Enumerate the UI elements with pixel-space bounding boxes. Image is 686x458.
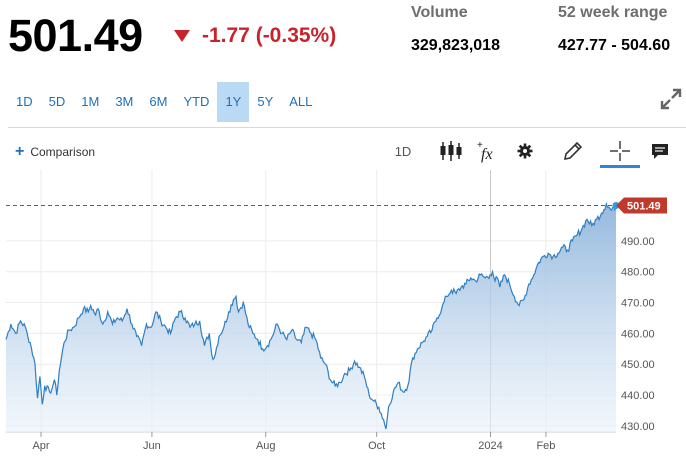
interval-button[interactable]: 1D [394, 143, 412, 159]
volume-label: Volume [411, 4, 468, 21]
y-tick-label: 490.00 [621, 236, 655, 248]
price-tag [616, 197, 667, 214]
comment-icon[interactable] [647, 138, 673, 164]
x-tick-label: Feb [536, 440, 555, 452]
range-5y[interactable]: 5Y [257, 94, 274, 109]
y-tick-label: 450.00 [621, 359, 655, 371]
plus-icon: + [15, 143, 25, 160]
price-tag-label: 501.49 [627, 200, 661, 212]
candlestick-icon[interactable] [438, 138, 464, 164]
pencil-icon[interactable] [560, 138, 586, 164]
svg-text:fx: fx [481, 146, 493, 163]
expand-icon[interactable] [658, 86, 684, 112]
x-tick-label: Apr [32, 440, 49, 452]
week-range-value: 427.77 - 504.60 [558, 37, 671, 54]
x-tick-label: 2024 [478, 440, 502, 452]
comparison-button[interactable]: + Comparison [15, 144, 95, 160]
x-tick-label: Jun [143, 440, 161, 452]
price-chart[interactable]: 430.00 440.00 450.00 460.00 470.00 480.00 490.… [0, 170, 686, 458]
range-1d[interactable]: 1D [16, 94, 33, 109]
range-5d[interactable]: 5D [48, 94, 66, 109]
toolbar-divider [8, 127, 686, 128]
y-tick-label: 470.00 [621, 298, 655, 310]
function-icon[interactable]: + fx [474, 138, 500, 164]
crosshair-icon[interactable] [607, 138, 633, 164]
range-3m[interactable]: 3M [115, 94, 134, 109]
price-change-value: -1.77 (-0.35%) [202, 24, 337, 47]
x-tick-label: Aug [256, 440, 276, 452]
range-selector: 1D 5D 1M 3M 6M YTD 1Y 5Y ALL [8, 82, 320, 122]
comparison-label: Comparison [30, 145, 96, 159]
last-price: 501.49 [8, 10, 143, 61]
x-tick-label: Oct [368, 440, 385, 452]
range-1y[interactable]: 1Y [217, 82, 250, 122]
y-tick-label: 480.00 [621, 267, 655, 279]
range-6m[interactable]: 6M [149, 94, 168, 109]
svg-text:+: + [477, 140, 483, 151]
y-tick-label: 440.00 [621, 390, 655, 402]
range-ytd[interactable]: YTD [183, 94, 210, 109]
price-area [6, 203, 616, 432]
active-tool-indicator [600, 165, 640, 168]
week-range-label: 52 week range [558, 4, 668, 21]
y-tick-label: 430.00 [621, 421, 655, 433]
price-line [5, 201, 617, 430]
gear-icon[interactable] [512, 138, 538, 164]
range-1m[interactable]: 1M [81, 94, 100, 109]
down-arrow-icon [174, 30, 190, 42]
range-all[interactable]: ALL [289, 94, 313, 109]
price-change: -1.77 (-0.35%) [174, 22, 336, 50]
volume-value: 329,823,018 [411, 37, 500, 54]
y-tick-label: 460.00 [621, 328, 655, 340]
